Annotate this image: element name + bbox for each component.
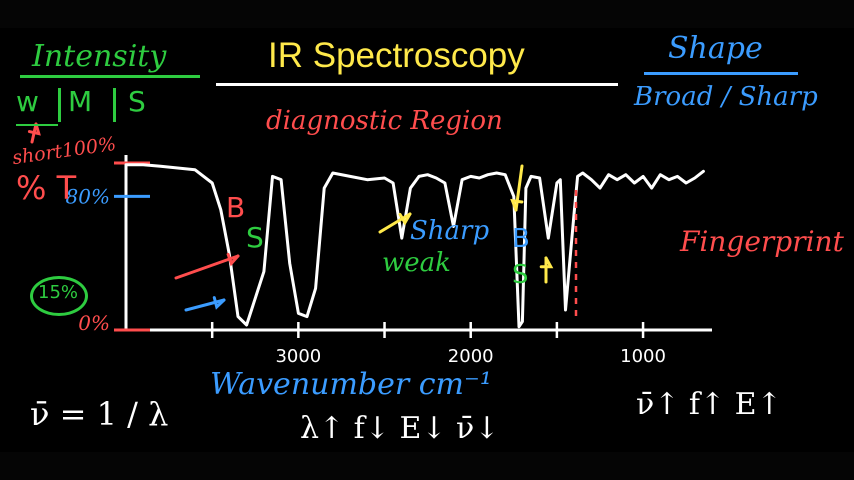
intensity-level-strong: S	[128, 85, 146, 118]
x-tick-label-1000: 1000	[620, 346, 666, 367]
sharp-label: Sharp	[410, 216, 490, 246]
title-underline	[216, 83, 618, 86]
intensity-level-medium: M	[68, 85, 93, 118]
broad-letter-red: B	[226, 191, 246, 224]
intensity-divider-2	[113, 88, 116, 122]
level-15-circle	[30, 276, 88, 316]
arrow-broad-red-head	[226, 252, 240, 267]
shape-options: Broad / Sharp	[634, 82, 818, 112]
page-title: IR Spectroscopy	[268, 36, 525, 75]
arrow-sharp-weak-head	[398, 212, 412, 226]
diagnostic-region-label: diagnostic Region	[266, 106, 503, 136]
intensity-divider-1	[58, 88, 61, 122]
arrow-sharp-weak	[378, 212, 412, 234]
weak-label: weak	[382, 248, 451, 278]
arrow-blue-15	[184, 298, 226, 312]
nu-bar-definition: ν̄ = 1 / λ	[30, 395, 169, 433]
strong-letter-green-2: S	[512, 260, 529, 290]
broad-letter-blue: B	[512, 224, 530, 254]
arrow-blue-15-head	[212, 296, 226, 310]
arrow-yellow-up-head	[539, 256, 554, 269]
strong-letter-green: S	[246, 221, 264, 254]
arrow-yellow-down-head	[510, 198, 524, 212]
percent-t-label: % T	[16, 169, 77, 207]
intensity-underline	[20, 75, 200, 78]
fingerprint-label: Fingerprint	[680, 225, 844, 258]
shape-underline	[644, 72, 798, 75]
x-tick-label-2000: 2000	[448, 346, 494, 367]
relations-right: ν̄↑ f↑ E↑	[636, 387, 782, 422]
arrow-short-up-head	[27, 122, 41, 136]
intensity-heading: Intensity	[32, 39, 167, 74]
bottom-letterbox	[0, 452, 854, 480]
intensity-underline-2	[16, 124, 58, 126]
spectrum-line	[124, 163, 705, 329]
top-letterbox	[0, 0, 854, 28]
arrow-broad-red	[174, 254, 240, 280]
y-tick-label-0%: 0%	[78, 311, 110, 335]
arrow-yellow-down	[514, 164, 524, 212]
relations-left: λ↑ f↓ E↓ ν̄↓	[300, 411, 500, 446]
shape-heading: Shape	[668, 31, 763, 66]
x-tick-label-3000: 3000	[275, 346, 321, 367]
intensity-level-weak: w	[16, 85, 39, 118]
y-tick-label-80%: 80%	[66, 184, 110, 208]
x-axis-label: Wavenumber cm⁻¹	[210, 367, 492, 402]
